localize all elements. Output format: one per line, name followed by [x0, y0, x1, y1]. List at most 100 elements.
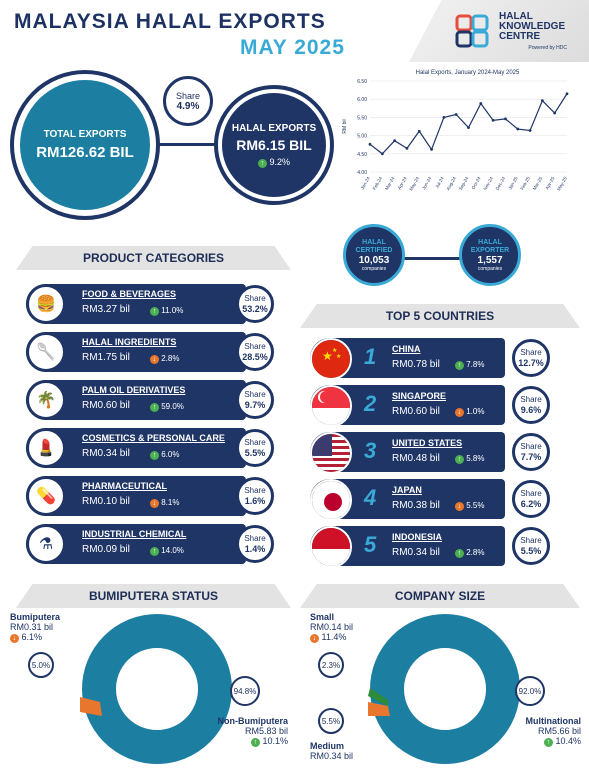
product-share-circle: Share 5.5% [236, 429, 274, 467]
product-share-circle: Share 1.4% [236, 525, 274, 563]
product-row: 🌴 PALM OIL DERIVATIVES RM0.60 bil ↑ 59.0… [26, 380, 246, 420]
country-name: INDONESIA [392, 532, 443, 542]
certified-label1: HALAL [362, 238, 386, 246]
data-point [380, 152, 384, 156]
y-tick-label: 5.50 [357, 115, 367, 121]
product-share-circle: Share 1.6% [236, 477, 274, 515]
country-growth: ↑ 7.8% [455, 360, 484, 370]
certified-label2: CERTIFIED [355, 246, 393, 254]
certified-value: 10,053 [358, 254, 390, 266]
product-value: RM0.10 bil [82, 496, 130, 507]
country-rank: 4 [364, 485, 377, 510]
exporter-value: 1,557 [477, 254, 503, 266]
medium-pct-circle: 5.5% [318, 708, 344, 734]
share-label: Share [244, 390, 266, 399]
y-tick-label: 6.50 [357, 79, 367, 85]
multinational-pct-circle: 92.0% [515, 676, 545, 706]
country-value: RM0.34 bil [392, 547, 440, 558]
x-tick-label: Sep-24 [458, 176, 470, 191]
product-categories-header: PRODUCT CATEGORIES [16, 246, 291, 270]
x-tick-label: Jun-24 [421, 176, 432, 191]
halal-certified-circle: HALAL CERTIFIED 10,053 companies [343, 224, 405, 286]
data-point [405, 146, 409, 150]
exporter-label2: EXPORTER [470, 246, 510, 254]
x-tick-label: Jul-24 [434, 176, 445, 190]
product-value: RM1.75 bil [82, 352, 130, 363]
product-share-circle: Share 28.5% [236, 333, 274, 371]
data-point [553, 111, 557, 115]
country-name: CHINA [392, 344, 421, 354]
data-point [467, 126, 470, 129]
bumi-pct-circle: 5.0% [28, 652, 54, 678]
share-label: Share [520, 395, 542, 404]
arrow-up-icon: ↑ [150, 547, 159, 556]
country-rank: 1 [364, 344, 377, 369]
product-row: 💊 PHARMACEUTICAL RM0.10 bil ↓ 8.1% [26, 476, 246, 516]
arrow-up-icon: ↑ [257, 158, 267, 168]
data-point [491, 118, 495, 122]
halal-exports-line-chart: Halal Exports, January 2024-May 2025 RM b… [342, 70, 569, 192]
total-exports-value: RM126.62 BIL [36, 144, 134, 161]
share-value: 7.7% [520, 452, 542, 462]
data-point [528, 129, 532, 132]
country-growth: ↓ 5.5% [455, 501, 484, 511]
product-share-circle: Share 53.2% [236, 285, 274, 323]
arrow-up-icon: ↑ [250, 738, 260, 747]
country-growth: ↑ 5.8% [455, 454, 484, 464]
chart-ylabel: RM bil [342, 119, 348, 133]
share-label: Share [244, 486, 266, 495]
arrow-up-icon: ↑ [543, 738, 553, 747]
product-growth: ↑ 14.0% [150, 546, 184, 556]
product-value: RM0.09 bil [82, 544, 130, 555]
data-point [417, 129, 421, 133]
logo-powered: Powered by HDC [528, 45, 567, 51]
share-circle: Share 4.9% [163, 76, 213, 126]
country-value: RM0.60 bil [392, 406, 440, 417]
x-tick-label: Jan-25 [507, 176, 518, 191]
x-tick-label: May-24 [408, 176, 420, 192]
product-value: RM0.34 bil [82, 448, 130, 459]
arrow-up-icon: ↑ [150, 403, 159, 412]
halal-growth: ↑ 9.2% [257, 157, 290, 168]
share-label: Share [244, 342, 266, 351]
x-tick-label: Mar-25 [532, 176, 544, 191]
x-tick-label: Nov-24 [482, 176, 494, 191]
arrow-down-icon: ↓ [455, 408, 464, 417]
share-value: 1.6% [244, 496, 266, 506]
product-growth: ↓ 8.1% [150, 498, 179, 508]
y-tick-label: 6.00 [357, 97, 367, 103]
small-slice [368, 688, 388, 706]
top-countries-header: TOP 5 COUNTRIES [300, 304, 580, 328]
share-label: Share [175, 90, 201, 101]
page-period: MAY 2025 [240, 36, 345, 59]
x-tick-label: Mar-24 [384, 176, 396, 191]
x-tick-label: Dec-24 [495, 176, 507, 191]
arrow-down-icon: ↓ [10, 634, 19, 643]
nonbumi-legend: Non-Bumiputera RM5.83 bil ↑ 10.1% [217, 716, 288, 747]
share-label: Share [520, 489, 542, 498]
y-tick-label: 5.00 [357, 134, 367, 140]
product-name: COSMETICS & PERSONAL CARE [82, 433, 225, 443]
page-title: MALAYSIA HALAL EXPORTS [14, 10, 326, 33]
share-value: 9.6% [520, 405, 542, 415]
company-size-header: COMPANY SIZE [300, 584, 580, 608]
bumiputera-donut [80, 614, 232, 764]
data-point [454, 113, 458, 116]
x-tick-label: Apr-24 [397, 176, 408, 191]
x-tick-label: Feb-25 [519, 176, 531, 191]
share-value: 6.2% [520, 499, 542, 509]
data-point [393, 139, 397, 143]
nonbumi-pct-circle: 94.8% [230, 676, 260, 706]
product-row: 💄 COSMETICS & PERSONAL CARE RM0.34 bil ↑… [26, 428, 246, 468]
country-share-circle: Share 5.5% [512, 527, 550, 565]
country-share-circle: Share 6.2% [512, 480, 550, 518]
small-pct-circle: 2.3% [318, 652, 344, 678]
y-tick-label: 4.50 [357, 152, 367, 158]
medium-legend: Medium RM0.34 bil [310, 741, 354, 761]
x-tick-label: Apr-25 [544, 176, 555, 191]
arrow-down-icon: ↓ [455, 502, 464, 511]
product-row: ⚗ INDUSTRIAL CHEMICAL RM0.09 bil ↑ 14.0% [26, 524, 246, 564]
series-line [369, 93, 568, 155]
total-exports-label: TOTAL EXPORTS [43, 129, 127, 140]
food-icon: 🍔 [26, 284, 66, 324]
